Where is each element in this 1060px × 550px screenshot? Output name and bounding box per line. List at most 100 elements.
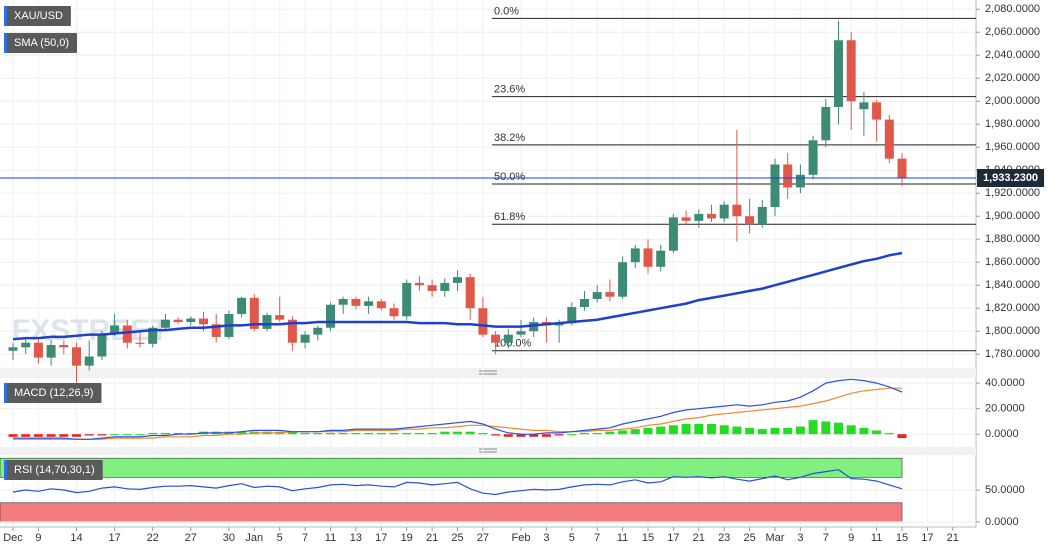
histogram-bar	[668, 425, 678, 435]
histogram-bar	[237, 431, 247, 435]
candle-body	[491, 334, 501, 343]
candle-body	[46, 345, 56, 358]
histogram-bar	[567, 434, 577, 436]
candle-body	[300, 334, 310, 343]
x-tick-label: 19	[401, 532, 413, 544]
candle-body	[135, 342, 145, 344]
histogram-bar	[389, 432, 399, 435]
x-tick-label: 27	[477, 532, 489, 544]
histogram-bar	[402, 432, 412, 435]
candle-body	[707, 213, 716, 219]
histogram-bar	[33, 434, 43, 437]
histogram-bar	[834, 422, 843, 435]
candle-body	[237, 297, 247, 314]
x-tick-label: 11	[871, 532, 882, 544]
histogram-bar	[135, 434, 145, 436]
x-tick-label: 17	[375, 532, 387, 544]
histogram-bar	[656, 426, 666, 435]
histogram-bar	[186, 432, 196, 435]
histogram-bar	[719, 425, 729, 435]
candle-body	[326, 304, 335, 328]
candle-body	[453, 277, 462, 283]
y-tick-label: 2,080.0000	[985, 3, 1040, 15]
legend-text: XAU/USD	[14, 10, 63, 22]
candle-body	[783, 164, 793, 188]
x-tick-label: 7	[823, 532, 829, 544]
histogram-bar	[529, 434, 539, 437]
candle-body	[846, 40, 856, 102]
histogram-bar	[643, 427, 653, 435]
x-tick-label: Dec	[3, 532, 23, 544]
histogram-bar	[872, 430, 882, 435]
candle-body	[122, 325, 132, 343]
y-tick-label: 1,980.0000	[985, 118, 1040, 130]
histogram-bar	[148, 432, 158, 435]
candle-body	[516, 331, 526, 335]
candle-body	[757, 207, 767, 225]
histogram-bar	[757, 429, 767, 435]
y-tick-label: 1,780.0000	[985, 348, 1040, 360]
x-tick-label: 17	[108, 532, 120, 544]
candle-body	[364, 301, 374, 306]
candle-body	[618, 262, 628, 297]
candle-body	[427, 285, 437, 291]
x-tick-label: 27	[185, 532, 197, 544]
panel-separator	[0, 447, 976, 455]
x-tick-label: Jan	[245, 532, 263, 544]
histogram-bar	[580, 432, 589, 435]
candle-body	[440, 282, 450, 291]
x-tick-label: 23	[718, 532, 730, 544]
legend-accent	[4, 383, 7, 403]
histogram-bar	[516, 434, 526, 437]
legend-accent	[4, 460, 7, 480]
candle-body	[414, 282, 424, 286]
histogram-bar	[376, 432, 386, 435]
histogram-bar	[618, 430, 628, 435]
candle-body	[338, 299, 348, 305]
x-tick-label: 17	[921, 532, 933, 544]
candle-body	[770, 164, 780, 207]
candle-body	[465, 277, 475, 309]
candle-body	[262, 315, 272, 329]
legend-accent	[4, 6, 7, 26]
histogram-bar	[897, 434, 907, 439]
legend-box	[4, 383, 102, 403]
legend-label: MACD (12,26,9)	[4, 383, 102, 403]
drag-handle[interactable]	[479, 370, 497, 453]
y-tick-label: 2,060.0000	[985, 26, 1040, 38]
histogram-bar	[630, 429, 640, 435]
legend-label: XAU/USD	[4, 6, 71, 26]
y-tick-label: 1,800.0000	[985, 325, 1040, 337]
histogram-bar	[427, 432, 437, 435]
x-tick-label: 9	[848, 532, 854, 544]
histogram-bar	[681, 424, 691, 435]
legend-label: SMA (50,0)	[4, 33, 78, 53]
signal-line	[13, 387, 902, 440]
histogram-bar	[453, 431, 462, 435]
histogram-bar	[97, 434, 107, 436]
histogram-bar	[783, 427, 793, 435]
histogram-bar	[59, 434, 69, 437]
histogram-bar	[795, 426, 805, 435]
x-tick-label: 21	[693, 532, 705, 544]
candle-body	[249, 297, 259, 329]
candle-body	[681, 217, 691, 221]
histogram-bar	[364, 432, 374, 435]
histogram-bar	[694, 424, 704, 435]
y-tick-label: 2,040.0000	[985, 49, 1040, 61]
x-tick-label: 3	[797, 532, 803, 544]
histogram-bar	[414, 432, 424, 435]
legend-accent	[4, 33, 7, 53]
legend-text: MACD (12,26,9)	[14, 387, 93, 399]
histogram-bar	[554, 434, 564, 436]
x-tick-label: 25	[451, 532, 463, 544]
histogram-bar	[808, 420, 818, 435]
y-tick-label: 0.0000	[985, 428, 1019, 440]
x-tick-label: 22	[147, 532, 159, 544]
candle-body	[859, 102, 869, 110]
histogram-bar	[541, 434, 551, 437]
candle-body	[580, 299, 589, 308]
x-tick-label: 14	[70, 532, 82, 544]
x-tick-label: 21	[947, 532, 959, 544]
histogram-bar	[440, 431, 450, 435]
